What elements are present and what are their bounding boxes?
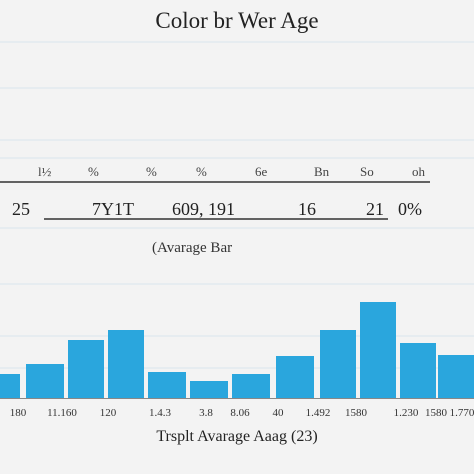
bar	[190, 381, 228, 398]
header-cell: l½	[38, 164, 52, 179]
value-cell: 21	[366, 199, 384, 219]
x-tick-label: 1.492	[306, 407, 331, 419]
x-tick-label: 3.8	[199, 407, 213, 419]
bar	[148, 372, 186, 398]
value-cell: 609, 191	[172, 199, 235, 219]
bar	[0, 374, 20, 398]
header-cell: %	[196, 164, 207, 179]
gridlines	[0, 41, 474, 369]
header-cell: %	[146, 164, 157, 179]
x-tick-labels: 180 11.160 120 1.4.3 3.8 8.06 40 1.492 1580 1.230…	[10, 407, 474, 419]
x-tick-label: 1580	[425, 407, 448, 419]
bar	[108, 330, 144, 398]
x-tick-label: 1.770	[450, 407, 474, 419]
bar	[438, 355, 474, 398]
x-tick-label: 1.230	[394, 407, 419, 419]
x-tick-label: 1.4.3	[149, 407, 172, 419]
bar	[68, 340, 104, 398]
x-tick-label: 11.160	[47, 407, 77, 419]
value-cell: 7Y1T	[92, 199, 134, 219]
header-cell: So	[360, 164, 374, 179]
bar	[232, 374, 270, 398]
header-rules	[0, 181, 430, 220]
value-cell: 25	[12, 199, 30, 219]
header-cell: %	[88, 164, 99, 179]
bar	[276, 356, 314, 398]
value-cell: 0%	[398, 199, 422, 219]
x-axis-label: Trsplt Avarage Aaag (23)	[156, 428, 318, 445]
header-cell: 6e	[255, 164, 268, 179]
x-tick-label: 180	[10, 407, 27, 419]
header-cell: Bn	[314, 164, 330, 179]
bar	[320, 330, 356, 398]
bar	[360, 302, 396, 398]
header-cell: oh	[412, 164, 425, 179]
x-tick-label: 40	[273, 407, 285, 419]
x-tick-label: 8.06	[230, 407, 250, 419]
value-cell: 16	[298, 199, 316, 219]
x-tick-label: 1580	[345, 407, 368, 419]
bar	[26, 364, 64, 398]
x-tick-label: 120	[100, 407, 117, 419]
chart-subtitle: (Avarage Bar	[152, 240, 233, 256]
chart-title: Color br Wer Age	[155, 8, 319, 33]
bar	[400, 343, 436, 398]
bars	[0, 302, 474, 399]
